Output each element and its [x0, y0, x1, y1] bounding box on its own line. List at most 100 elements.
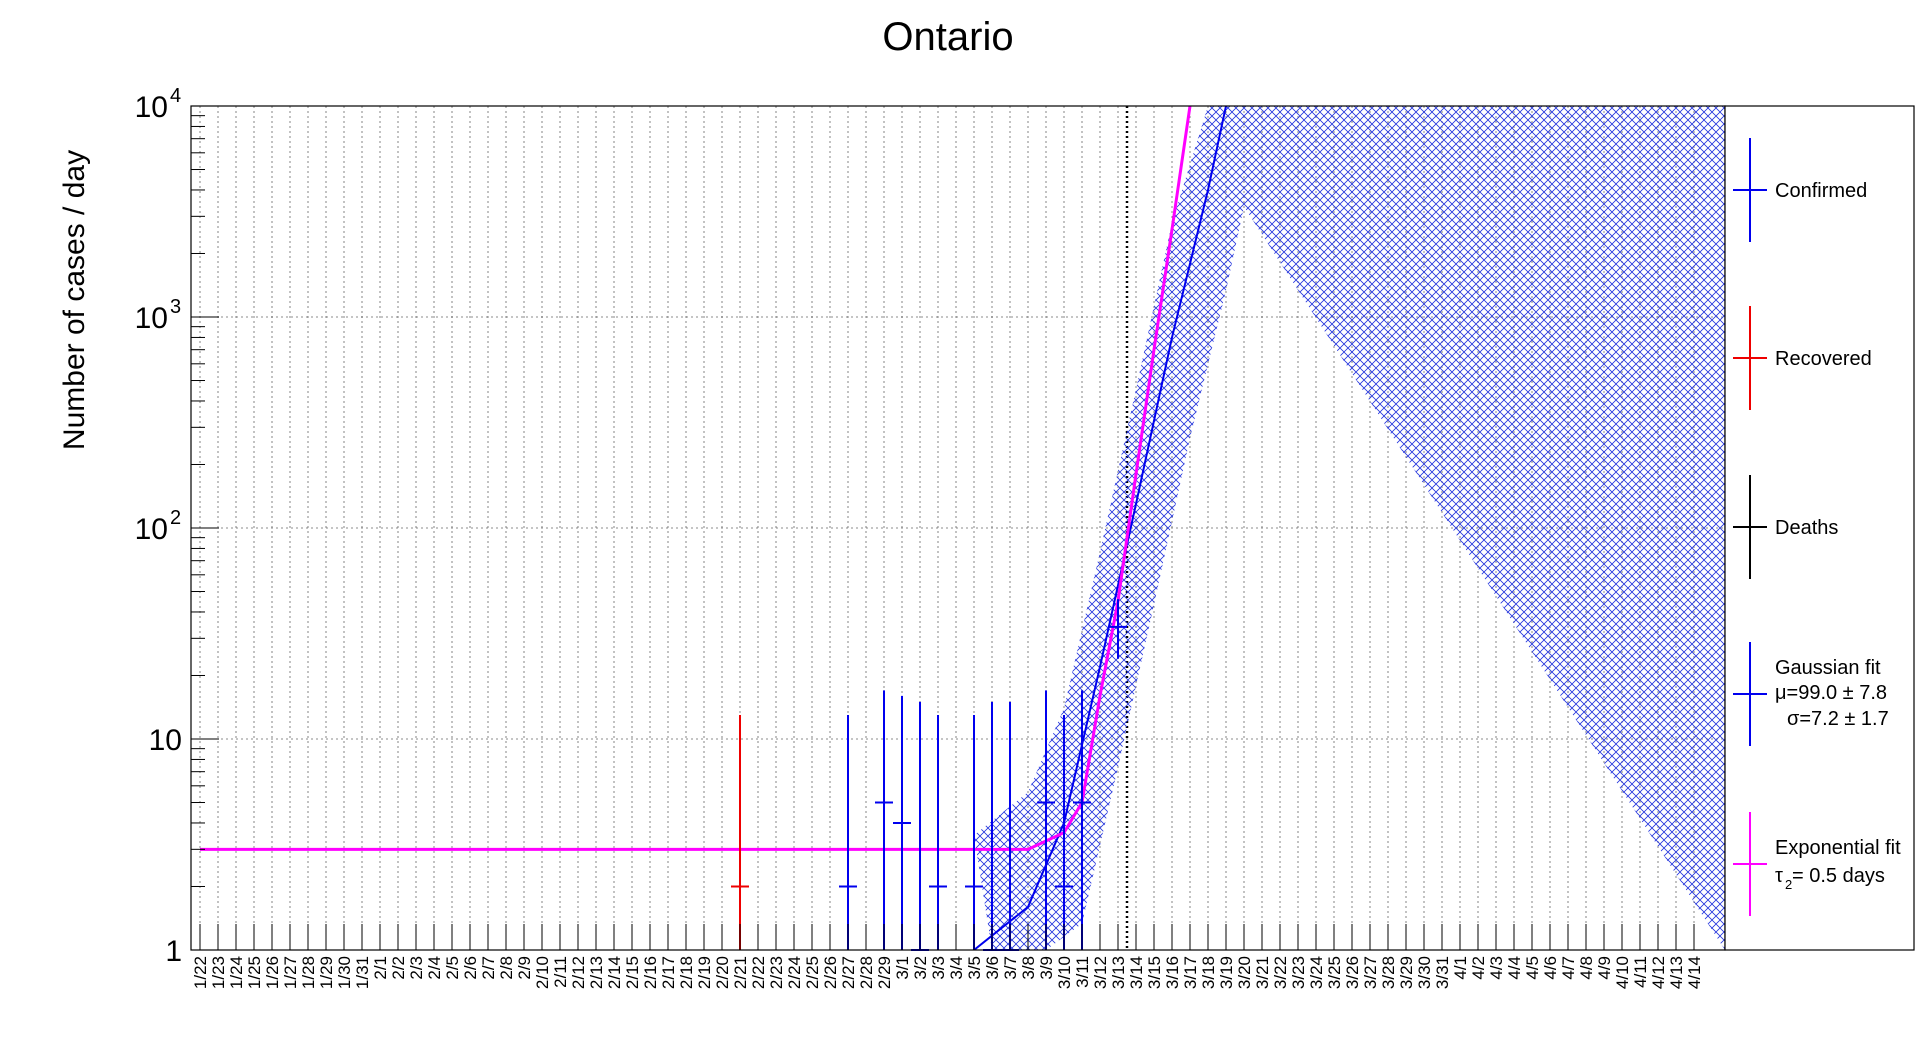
- y-tick-label: 10: [135, 302, 168, 335]
- x-tick-label: 4/9: [1595, 956, 1614, 980]
- curve-gaussian-fit: [973, 106, 1227, 950]
- x-tick-label: 2/17: [659, 956, 678, 989]
- x-tick-label: 3/10: [1055, 956, 1074, 989]
- x-tick-label: 3/30: [1415, 956, 1434, 989]
- x-tick-label: 2/22: [749, 956, 768, 989]
- x-tick-label: 3/26: [1343, 956, 1362, 989]
- x-tick-label: 3/23: [1289, 956, 1308, 989]
- x-tick-label: 3/5: [965, 956, 984, 980]
- x-tick-label: 2/18: [677, 956, 696, 989]
- x-tick-label: 1/22: [191, 956, 210, 989]
- data-point-confirmed: [893, 695, 911, 950]
- x-tick-label: 1/23: [209, 956, 228, 989]
- x-tick-label: 3/20: [1235, 956, 1254, 989]
- x-tick-labels: 1/22 1/23 1/24 1/25 1/26 1/27 1/28 1/29 1/30 1/31…: [191, 956, 1704, 989]
- x-tick-label: 1/27: [281, 956, 300, 989]
- x-tick-label: 2/11: [551, 956, 570, 988]
- x-tick-label: 3/15: [1145, 956, 1164, 989]
- x-tick-label: 2/1: [371, 956, 390, 980]
- data-point-confirmed: [1055, 714, 1073, 950]
- x-tick-label: 3/6: [983, 956, 1002, 980]
- legend-param-tau-subscript: 2: [1785, 877, 1792, 892]
- data-point-confirmed: [965, 714, 983, 950]
- chart-title: Ontario: [882, 15, 1013, 59]
- x-tick-label: 2/3: [407, 956, 426, 980]
- x-tick-label: 3/8: [1019, 956, 1038, 980]
- data-point-confirmed: [1037, 690, 1055, 950]
- x-tick-label: 2/29: [875, 956, 894, 989]
- legend-label: Confirmed: [1775, 180, 1867, 202]
- data-points: [731, 599, 1127, 951]
- data-point-confirmed: [929, 714, 947, 950]
- y-tick-exponent: 2: [170, 507, 181, 529]
- x-tick-label: 2/26: [821, 956, 840, 989]
- y-tick-label: 1: [165, 935, 182, 968]
- x-tick-label: 1/29: [317, 956, 336, 989]
- x-tick-label: 3/31: [1433, 956, 1452, 989]
- gaussian-fit-uncertainty-band: [974, 106, 1725, 950]
- data-point-recovered: [731, 714, 749, 950]
- x-tick-label: 2/15: [623, 956, 642, 989]
- data-point-confirmed: [1109, 599, 1127, 659]
- data-point-confirmed: [1073, 690, 1091, 950]
- x-tick-label: 2/6: [461, 956, 480, 980]
- legend: Confirmed Recovered Deaths Gaussian fit μ=99…: [1724, 105, 1915, 951]
- x-tick-label: 3/18: [1199, 956, 1218, 989]
- y-tick-exponent: 3: [170, 296, 181, 318]
- x-tick-label: 3/3: [929, 956, 948, 980]
- x-tick-label: 3/25: [1325, 956, 1344, 989]
- x-tick-label: 3/28: [1379, 956, 1398, 989]
- legend-param-sigma: σ=7.2 ± 1.7: [1787, 708, 1889, 730]
- x-tick-label: 4/10: [1613, 956, 1632, 989]
- x-tick-label: 3/29: [1397, 956, 1416, 989]
- x-tick-label: 4/14: [1685, 956, 1704, 989]
- data-point-confirmed: [839, 714, 857, 950]
- x-tick-label: 4/5: [1523, 956, 1542, 980]
- x-tick-label: 4/11: [1631, 956, 1650, 988]
- legend-entry-recovered: Recovered: [1733, 306, 1872, 410]
- x-tick-label: 2/28: [857, 956, 876, 989]
- legend-label: Exponential fit: [1775, 837, 1901, 859]
- x-tick-label: 3/22: [1271, 956, 1290, 989]
- x-tick-label: 3/21: [1253, 956, 1272, 989]
- x-tick-label: 3/7: [1001, 956, 1020, 980]
- legend-param-tau: τ: [1775, 865, 1783, 887]
- x-tick-label: 3/1: [893, 956, 912, 980]
- curve-exponential-fit: [200, 106, 1192, 851]
- gaussian-fit-band: [974, 106, 1725, 950]
- x-tick-label: 2/4: [425, 956, 444, 980]
- x-tick-label: 2/13: [587, 956, 606, 989]
- x-tick-label: 1/31: [353, 956, 372, 989]
- x-tick-label: 2/7: [479, 956, 498, 980]
- x-tick-label: 2/27: [839, 956, 858, 989]
- y-tick-label: 10: [135, 513, 168, 546]
- x-tick-label: 1/24: [227, 956, 246, 989]
- x-tick-label: 2/14: [605, 956, 624, 989]
- x-tick-label: 3/4: [947, 956, 966, 980]
- x-tick-label: 1/30: [335, 956, 354, 989]
- x-tick-label: 4/1: [1451, 956, 1470, 980]
- x-tick-label: 4/6: [1541, 956, 1560, 980]
- y-tick-label: 10: [149, 724, 182, 757]
- x-tick-label: 2/10: [533, 956, 552, 989]
- x-tick-label: 2/5: [443, 956, 462, 980]
- data-point-confirmed: [875, 690, 893, 950]
- x-tick-label: 3/12: [1091, 956, 1110, 989]
- x-tick-label: 2/8: [497, 956, 516, 980]
- legend-param-tau-value: = 0.5 days: [1792, 865, 1885, 887]
- x-tick-label: 4/4: [1505, 956, 1524, 980]
- x-tick-label: 3/19: [1217, 956, 1236, 989]
- x-tick-label: 3/11: [1073, 956, 1092, 988]
- legend-entry-exponential-fit: Exponential fit τ 2 = 0.5 days: [1733, 812, 1901, 916]
- x-tick-label: 4/12: [1649, 956, 1668, 989]
- x-tick-label: 4/8: [1577, 956, 1596, 980]
- x-tick-label: 3/13: [1109, 956, 1128, 989]
- x-tick-label: 3/14: [1127, 956, 1146, 989]
- x-tick-label: 2/24: [785, 956, 804, 989]
- legend-label: Recovered: [1775, 348, 1872, 370]
- x-tick-label: 3/2: [911, 956, 930, 980]
- y-tick-label: 10: [135, 91, 168, 124]
- x-tick-label: 2/21: [731, 956, 750, 989]
- x-tick-label: 2/25: [803, 956, 822, 989]
